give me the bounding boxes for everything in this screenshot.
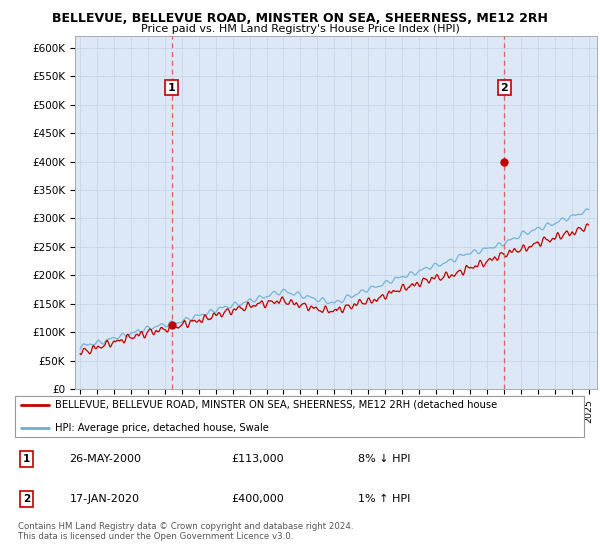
Text: £400,000: £400,000 bbox=[231, 494, 284, 504]
FancyBboxPatch shape bbox=[15, 396, 584, 437]
Text: 2: 2 bbox=[500, 83, 508, 92]
Text: This data is licensed under the Open Government Licence v3.0.: This data is licensed under the Open Gov… bbox=[18, 532, 293, 541]
Text: 17-JAN-2020: 17-JAN-2020 bbox=[70, 494, 140, 504]
Text: 8% ↓ HPI: 8% ↓ HPI bbox=[358, 454, 410, 464]
Text: 26-MAY-2000: 26-MAY-2000 bbox=[70, 454, 142, 464]
Text: £113,000: £113,000 bbox=[231, 454, 284, 464]
Text: 1: 1 bbox=[23, 454, 30, 464]
Text: 1: 1 bbox=[168, 83, 175, 92]
Text: Price paid vs. HM Land Registry's House Price Index (HPI): Price paid vs. HM Land Registry's House … bbox=[140, 24, 460, 34]
Text: 2: 2 bbox=[23, 494, 30, 504]
Text: 1% ↑ HPI: 1% ↑ HPI bbox=[358, 494, 410, 504]
Text: BELLEVUE, BELLEVUE ROAD, MINSTER ON SEA, SHEERNESS, ME12 2RH: BELLEVUE, BELLEVUE ROAD, MINSTER ON SEA,… bbox=[52, 12, 548, 25]
Text: Contains HM Land Registry data © Crown copyright and database right 2024.: Contains HM Land Registry data © Crown c… bbox=[18, 522, 353, 531]
Text: BELLEVUE, BELLEVUE ROAD, MINSTER ON SEA, SHEERNESS, ME12 2RH (detached house: BELLEVUE, BELLEVUE ROAD, MINSTER ON SEA,… bbox=[55, 400, 497, 410]
Text: HPI: Average price, detached house, Swale: HPI: Average price, detached house, Swal… bbox=[55, 423, 269, 433]
